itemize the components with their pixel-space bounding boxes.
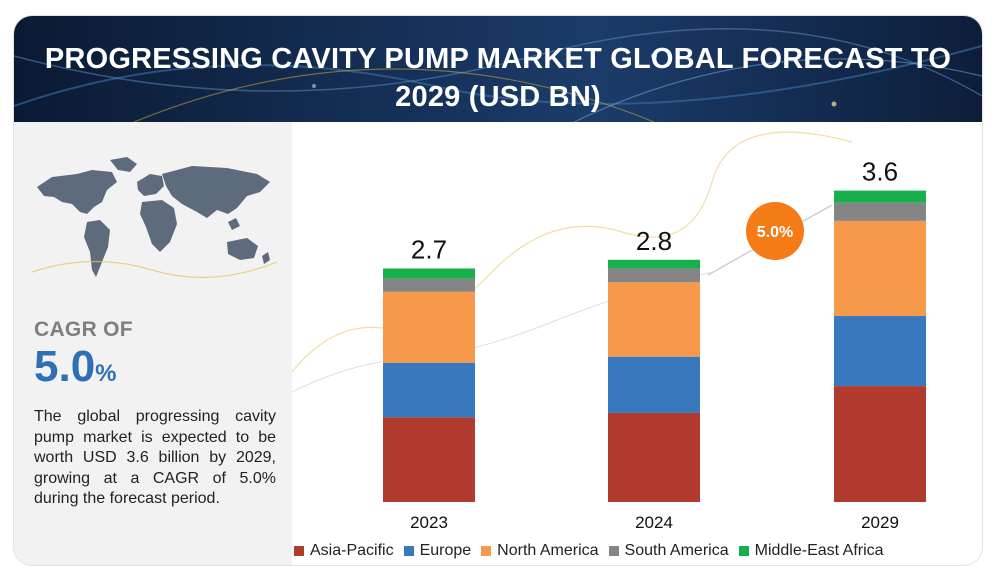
- bar-segment-asia-pacific-2023: [383, 417, 475, 502]
- legend-item-north-america: North America: [481, 542, 599, 560]
- bar-segment-south-america-2023: [383, 278, 475, 292]
- legend-label: Asia-Pacific: [310, 542, 394, 559]
- chart-title: PROGRESSING CAVITY PUMP MARKET GLOBAL FO…: [44, 43, 952, 113]
- bar-segment-europe-2029: [834, 316, 926, 387]
- legend-item-middle-east-africa: Middle-East Africa: [738, 542, 884, 560]
- legend-item-europe: Europe: [403, 542, 472, 560]
- x-tick-label-2024: 2024: [635, 513, 673, 532]
- bar-segment-asia-pacific-2029: [834, 386, 926, 502]
- cagr-badge-text: 5.0%: [757, 224, 793, 241]
- infographic-card: PROGRESSING CAVITY PUMP MARKET GLOBAL FO…: [14, 16, 982, 565]
- bar-segment-middle-east-africa-2029: [834, 190, 926, 203]
- legend-label: Europe: [419, 542, 472, 559]
- cagr-unit: %: [95, 360, 117, 387]
- stacked-bar-chart: 2.7 2023 2.8 2024 3.6 2029 5.0%: [292, 131, 926, 532]
- bar-segment-middle-east-africa-2024: [608, 259, 700, 269]
- total-label-2024: 2.8: [636, 226, 672, 256]
- legend-swatch: [608, 546, 619, 556]
- legend-item-asia-pacific: Asia-Pacific: [294, 542, 394, 560]
- world-map-icon: [32, 157, 277, 278]
- legend-swatch: [403, 546, 414, 556]
- legend-item-south-america: South America: [608, 542, 729, 560]
- summary-panel: CAGR OF 5.0% The global progressing cavi…: [14, 122, 292, 565]
- bar-segment-asia-pacific-2024: [608, 412, 700, 502]
- bar-segment-europe-2023: [383, 362, 475, 418]
- bar-segment-middle-east-africa-2023: [383, 268, 475, 279]
- legend-label: South America: [624, 542, 729, 559]
- x-tick-label-2023: 2023: [410, 513, 448, 532]
- bar-segment-north-america-2023: [383, 291, 475, 363]
- legend-label: North America: [497, 542, 599, 559]
- total-label-2023: 2.7: [411, 234, 447, 264]
- bar-segment-south-america-2029: [834, 202, 926, 221]
- cagr-badge-circle: [746, 202, 804, 260]
- market-description: The global progressing cavity pump marke…: [34, 408, 276, 507]
- bar-segment-north-america-2024: [608, 282, 700, 357]
- decorative-curve: [292, 131, 853, 373]
- bar-segment-north-america-2029: [834, 220, 926, 317]
- chart-legend: Asia-Pacific Europe North America South Ame…: [294, 540, 982, 562]
- total-label-2029: 3.6: [862, 157, 898, 187]
- cagr-badge: 5.0%: [746, 202, 804, 260]
- legend-label: Middle-East Africa: [754, 542, 884, 559]
- cagr-value: 5.0%: [34, 342, 117, 399]
- bar-segment-europe-2024: [608, 356, 700, 413]
- cagr-number: 5.0: [34, 342, 96, 391]
- x-tick-label-2029: 2029: [861, 513, 899, 532]
- title-banner: PROGRESSING CAVITY PUMP MARKET GLOBAL FO…: [14, 16, 982, 122]
- bar-segment-south-america-2024: [608, 268, 700, 283]
- legend-swatch: [294, 546, 304, 556]
- legend-swatch: [738, 546, 749, 556]
- banner-light-streaks: [14, 28, 982, 122]
- cagr-label: CAGR OF: [34, 318, 133, 341]
- legend-swatch: [481, 546, 492, 556]
